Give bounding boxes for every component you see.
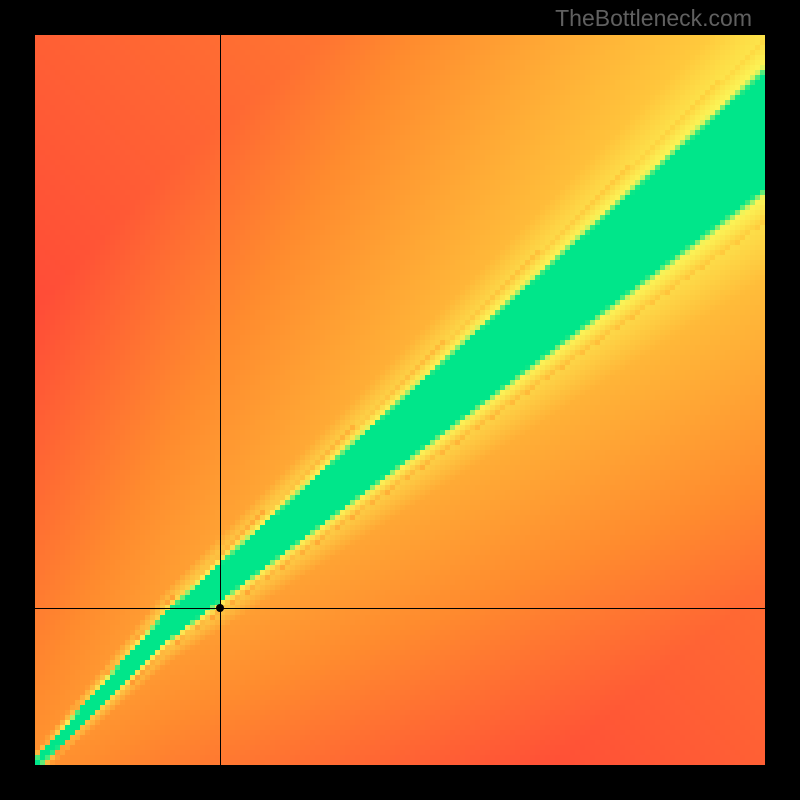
bottleneck-heatmap (35, 35, 765, 765)
crosshair-vertical (220, 35, 221, 765)
crosshair-horizontal (35, 608, 765, 609)
watermark-text: TheBottleneck.com (555, 5, 752, 32)
chart-container: TheBottleneck.com (0, 0, 800, 800)
